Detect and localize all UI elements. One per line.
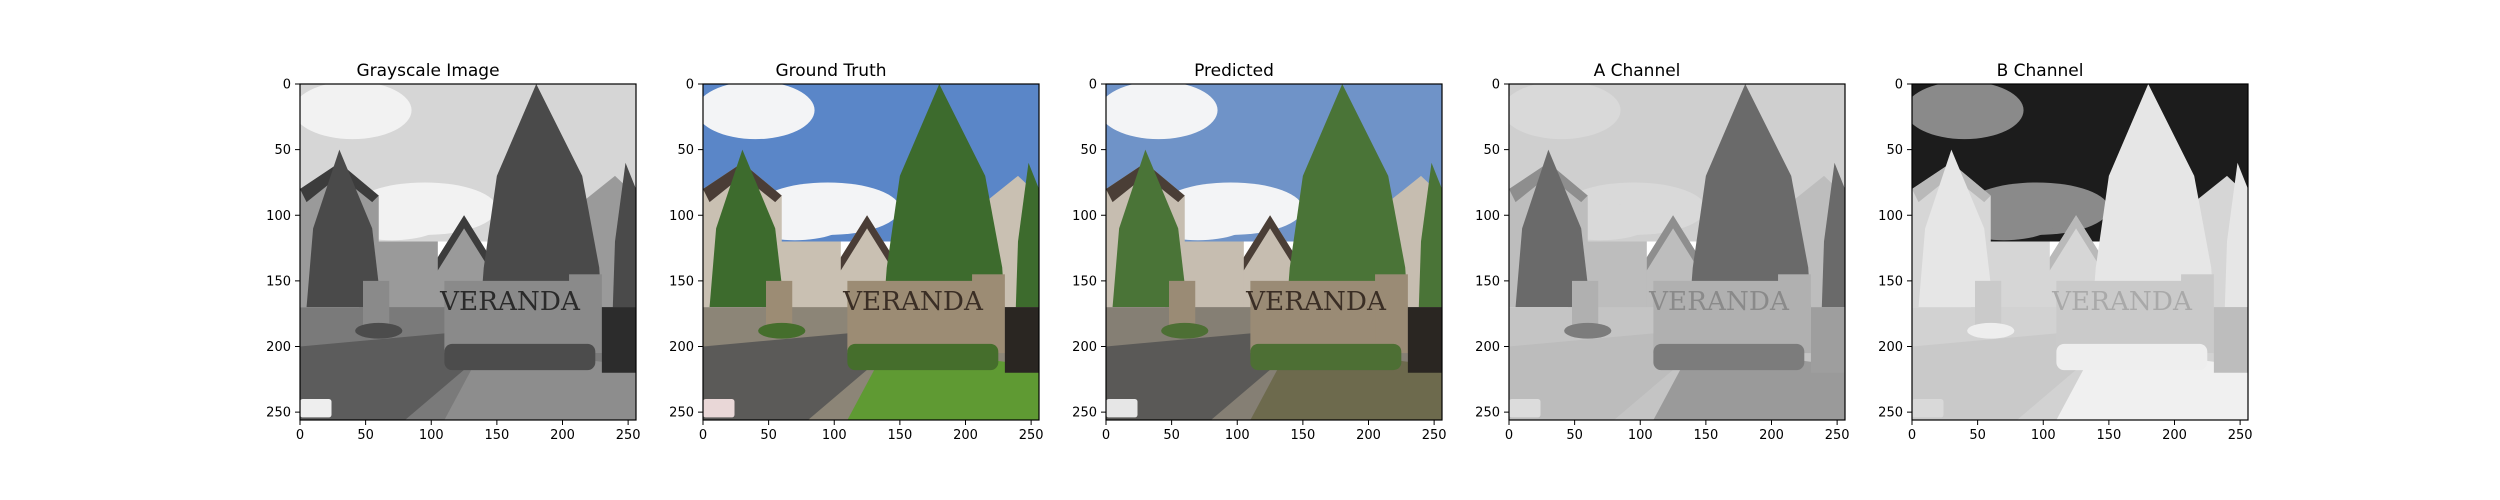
y-tick-label: 100 xyxy=(1475,209,1500,224)
sign-text: VERANDA xyxy=(842,287,984,317)
y-tick-label: 250 xyxy=(1072,406,1097,421)
x-tick-label: 0 xyxy=(699,428,707,443)
panel-title: Grayscale Image xyxy=(356,61,499,81)
panel-title: B Channel xyxy=(1997,61,2084,81)
x-tick-label: 100 xyxy=(419,428,444,443)
y-tick-label: 0 xyxy=(1492,78,1500,93)
y-tick-label: 200 xyxy=(266,340,291,355)
sign-text: VERANDA xyxy=(2051,287,2193,317)
x-tick-label: 50 xyxy=(760,428,777,443)
x-tick-label: 150 xyxy=(484,428,509,443)
x-tick-label: 0 xyxy=(1908,428,1916,443)
y-tick-label: 50 xyxy=(1080,143,1097,158)
x-tick-label: 200 xyxy=(1356,428,1381,443)
x-tick-label: 50 xyxy=(1566,428,1583,443)
x-tick-label: 150 xyxy=(2096,428,2121,443)
sign-text: VERANDA xyxy=(1648,287,1790,317)
axes-frame xyxy=(1105,83,1443,421)
panel-title: Predicted xyxy=(1194,61,1274,81)
panel-grayscale: Grayscale Image xyxy=(266,61,640,443)
x-tick-label: 150 xyxy=(1290,428,1315,443)
y-tick-label: 50 xyxy=(274,143,291,158)
y-tick-label: 0 xyxy=(686,78,694,93)
panel-a-channel: A Channel xyxy=(1475,61,1849,443)
x-tick-label: 100 xyxy=(2031,428,2056,443)
y-tick-label: 50 xyxy=(677,143,694,158)
y-tick-label: 250 xyxy=(669,406,694,421)
x-tick-label: 50 xyxy=(357,428,374,443)
y-tick-label: 250 xyxy=(266,406,291,421)
y-tick-label: 250 xyxy=(1878,406,1903,421)
x-tick-label: 100 xyxy=(822,428,847,443)
grayscale-photo: VERANDA xyxy=(300,84,636,420)
x-tick-label: 250 xyxy=(1825,428,1850,443)
panel-ground-truth: Ground Truth xyxy=(669,61,1043,443)
x-tick-label: 150 xyxy=(1693,428,1718,443)
axes-frame xyxy=(1508,83,1846,421)
panel-title: A Channel xyxy=(1594,61,1681,81)
y-tick-label: 200 xyxy=(1072,340,1097,355)
x-tick-label: 200 xyxy=(953,428,978,443)
y-tick-label: 200 xyxy=(669,340,694,355)
y-tick-label: 200 xyxy=(1878,340,1903,355)
y-tick-label: 250 xyxy=(1475,406,1500,421)
x-tick-label: 0 xyxy=(1102,428,1110,443)
x-tick-label: 50 xyxy=(1969,428,1986,443)
y-tick-label: 0 xyxy=(1089,78,1097,93)
color-photo: VERANDA xyxy=(703,84,1039,420)
x-tick-label: 250 xyxy=(2228,428,2253,443)
y-tick-label: 0 xyxy=(1895,78,1903,93)
x-tick-label: 0 xyxy=(296,428,304,443)
x-tick-label: 200 xyxy=(1759,428,1784,443)
sign-text: VERANDA xyxy=(439,287,581,317)
y-tick-label: 50 xyxy=(1886,143,1903,158)
x-tick-label: 250 xyxy=(616,428,641,443)
x-tick-label: 250 xyxy=(1422,428,1447,443)
axes-frame xyxy=(299,83,637,421)
y-tick-label: 150 xyxy=(1475,274,1500,289)
sign-text: VERANDA xyxy=(1245,287,1387,317)
panel-b-channel: B Channel xyxy=(1878,61,2252,443)
y-tick-label: 100 xyxy=(669,209,694,224)
y-tick-label: 100 xyxy=(266,209,291,224)
panel-title: Ground Truth xyxy=(775,61,886,81)
axes-frame xyxy=(1911,83,2249,421)
y-tick-label: 0 xyxy=(283,78,291,93)
x-tick-label: 150 xyxy=(887,428,912,443)
y-tick-label: 150 xyxy=(1072,274,1097,289)
x-tick-label: 50 xyxy=(1163,428,1180,443)
y-tick-label: 150 xyxy=(266,274,291,289)
a-channel-map: VERANDA xyxy=(1509,84,1845,420)
y-tick-label: 100 xyxy=(1878,209,1903,224)
axes-frame xyxy=(702,83,1040,421)
b-channel-map: VERANDA xyxy=(1912,84,2248,420)
x-tick-label: 0 xyxy=(1505,428,1513,443)
x-tick-label: 100 xyxy=(1628,428,1653,443)
x-tick-label: 250 xyxy=(1019,428,1044,443)
y-tick-label: 100 xyxy=(1072,209,1097,224)
x-tick-label: 200 xyxy=(2162,428,2187,443)
x-tick-label: 100 xyxy=(1225,428,1250,443)
y-tick-label: 150 xyxy=(669,274,694,289)
y-tick-label: 200 xyxy=(1475,340,1500,355)
predicted-color-photo: VERANDA xyxy=(1106,84,1442,420)
y-tick-label: 150 xyxy=(1878,274,1903,289)
y-tick-label: 50 xyxy=(1483,143,1500,158)
panel-predicted: Predicted xyxy=(1072,61,1446,443)
x-tick-label: 200 xyxy=(550,428,575,443)
